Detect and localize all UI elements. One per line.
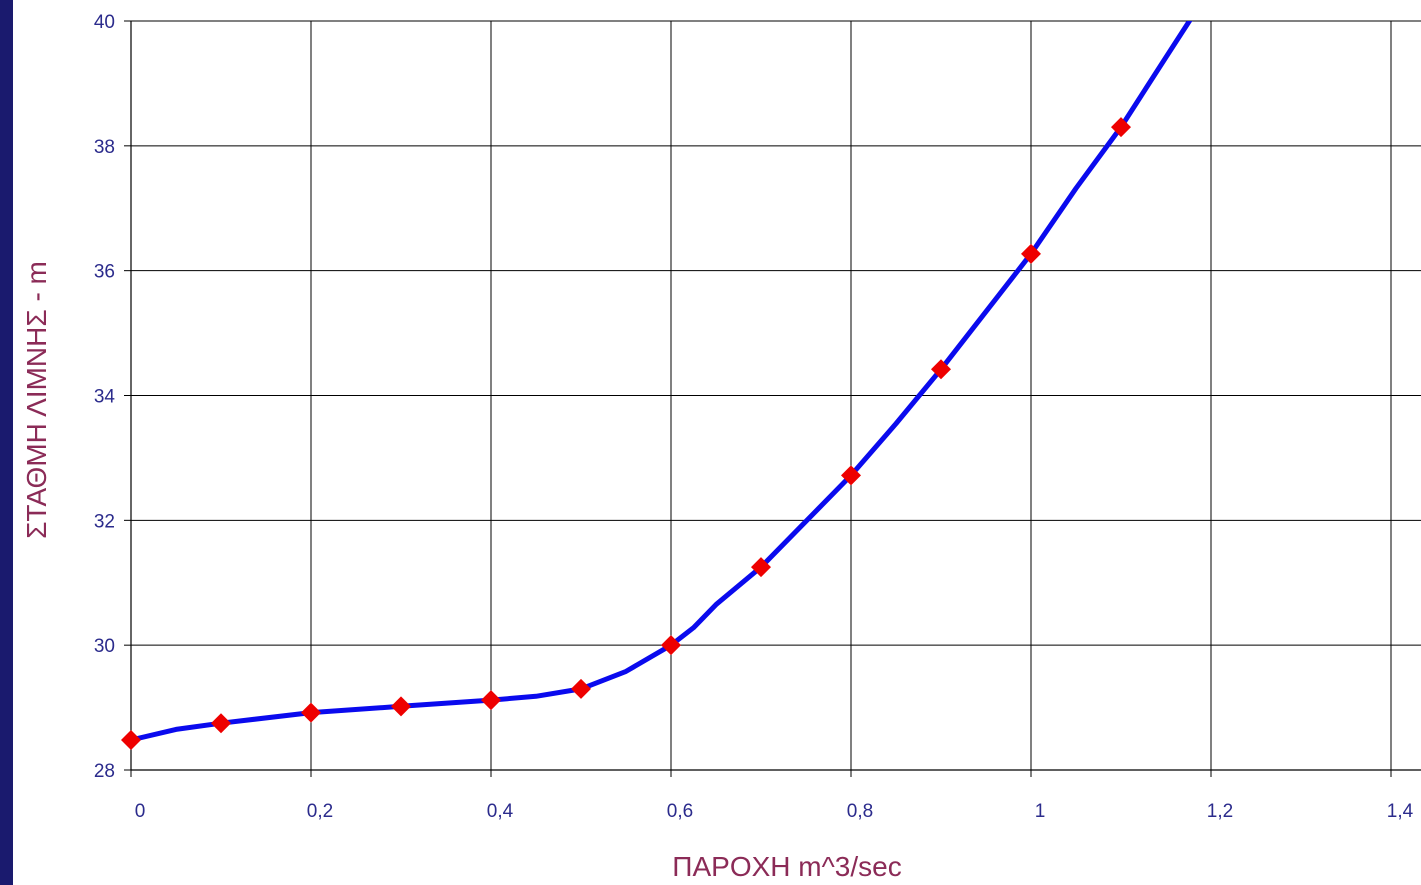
- data-series: [121, 21, 1193, 751]
- data-point-marker: [211, 713, 231, 734]
- y-tick-label: 36: [94, 262, 115, 283]
- x-tick-label: 1: [1035, 801, 1046, 822]
- x-tick-label: 0,8: [847, 801, 873, 822]
- y-tick-labels: 28 30 32 34 36 38 40: [94, 12, 116, 782]
- x-tick-label: 0,4: [487, 801, 514, 822]
- y-tick-label: 38: [94, 137, 115, 158]
- gridlines: [131, 20, 1421, 770]
- data-point-marker: [481, 690, 501, 711]
- x-tick-label: 0: [135, 801, 146, 822]
- axes: [124, 20, 1421, 777]
- data-point-marker: [1021, 243, 1041, 264]
- x-tick-label: 1,4: [1387, 801, 1414, 822]
- y-tick-label: 40: [94, 12, 115, 33]
- data-point-marker: [301, 702, 321, 723]
- data-point-marker: [931, 359, 951, 380]
- x-tick-label: 1,2: [1207, 801, 1233, 822]
- left-edge-bar: [0, 0, 13, 885]
- data-point-marker: [121, 730, 141, 751]
- data-point-marker: [751, 557, 771, 578]
- data-point-marker: [841, 465, 861, 486]
- x-tick-labels: 0 0,2 0,4 0,6 0,8 1 1,2 1,4: [135, 801, 1414, 822]
- y-tick-label: 30: [94, 636, 115, 657]
- data-point-marker: [1111, 117, 1131, 138]
- y-axis-title: ΣΤΑΘΜΗ ΛΙΜΝΗΣ - m: [21, 261, 52, 539]
- data-point-marker: [661, 635, 681, 656]
- data-point-marker: [571, 678, 591, 699]
- y-tick-label: 28: [94, 761, 115, 782]
- y-tick-label: 34: [94, 387, 116, 408]
- data-point-marker: [391, 696, 411, 717]
- x-tick-label: 0,6: [667, 801, 693, 822]
- series-line: [128, 21, 1193, 743]
- x-tick-label: 0,2: [307, 801, 333, 822]
- y-tick-label: 32: [94, 511, 115, 532]
- x-axis-title: ΠΑΡΟΧΗ m^3/sec: [672, 851, 901, 882]
